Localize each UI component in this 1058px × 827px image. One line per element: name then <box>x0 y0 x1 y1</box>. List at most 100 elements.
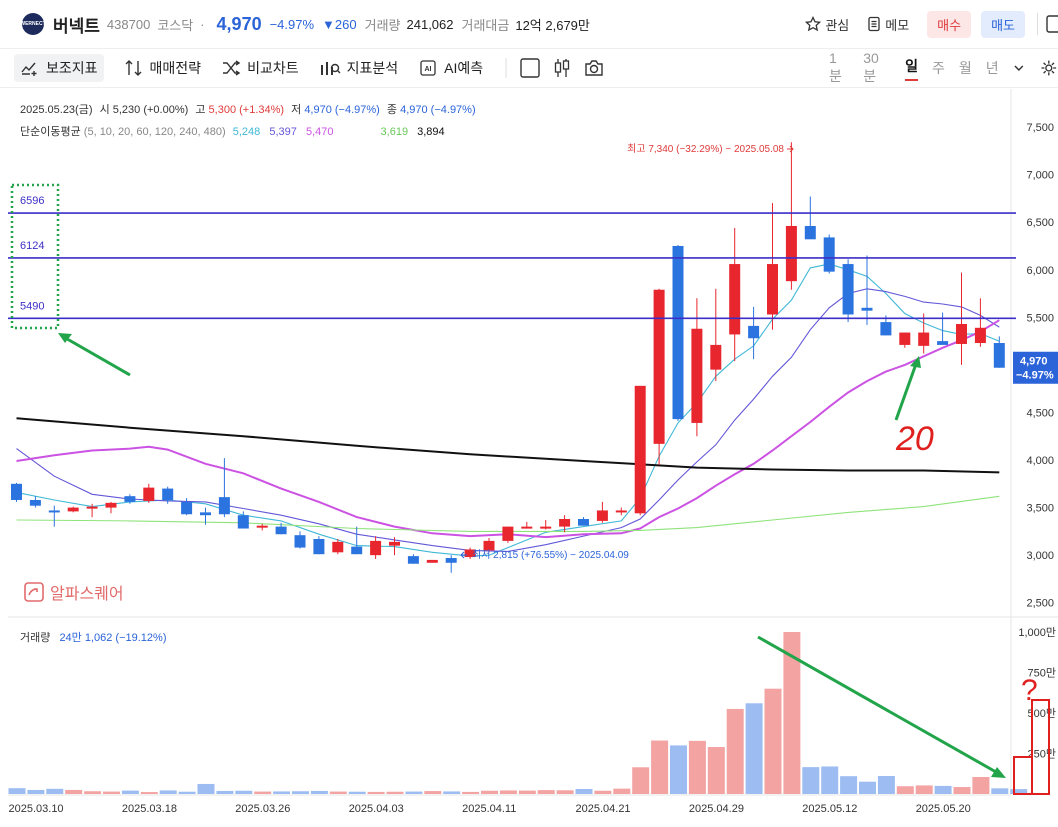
volume-bar <box>821 766 839 794</box>
candle-body <box>67 507 79 512</box>
analysis-button[interactable]: 지표분석 <box>319 58 399 78</box>
candle-body <box>332 541 344 553</box>
candle-body <box>294 535 306 548</box>
indicator-button[interactable]: 보조지표 <box>14 54 104 82</box>
period-day[interactable]: 일 <box>905 56 918 81</box>
candle-body <box>181 501 193 515</box>
volume-bar <box>443 791 461 794</box>
volume-info-label: 거래량 <box>20 632 51 644</box>
panel-icon[interactable] <box>1046 15 1058 33</box>
period-week[interactable]: 주 <box>931 60 945 76</box>
toolbar-divider <box>505 58 507 78</box>
volume-bar <box>802 767 820 794</box>
volume-bar <box>216 790 234 794</box>
volume-bar <box>556 790 574 794</box>
volume-bar <box>65 789 83 794</box>
chevron-down-icon[interactable] <box>1013 62 1025 74</box>
volume-bar <box>991 788 1009 794</box>
ai-button[interactable]: AI AI예측 <box>418 58 483 78</box>
strategy-label: 매매전략 <box>149 60 202 76</box>
candle-body <box>937 341 949 345</box>
high-label: 고 <box>195 104 206 116</box>
amount-label: 거래대금 <box>461 17 510 33</box>
green-arrow-left <box>58 333 131 377</box>
amount-value: 12억 2,679만 <box>515 17 590 33</box>
analysis-label: 지표분석 <box>346 60 399 76</box>
min-arrow-icon <box>460 551 467 559</box>
candle-body <box>48 510 60 513</box>
ma120-value: 3,894 <box>417 126 445 138</box>
period-30min[interactable]: 30분 <box>863 50 879 84</box>
candle-body <box>540 526 552 529</box>
volume-bar <box>1010 789 1028 794</box>
x-tick-label: 2025.03.18 <box>122 803 177 815</box>
ohlc-info: 2025.05.23(금) 시 5,230 (+0.00%) 고 5,300 (… <box>20 101 476 117</box>
watch-button[interactable]: 관심 <box>805 15 849 34</box>
candle-body <box>653 289 665 444</box>
volume-bar <box>462 791 480 794</box>
y-tick-label: 2,500 <box>1026 598 1054 610</box>
volume-bar <box>953 787 971 794</box>
y-tick-label: 7,500 <box>1026 122 1054 134</box>
stock-name[interactable]: 버넥트 <box>53 16 100 36</box>
y-tick-label: 5,500 <box>1026 312 1054 324</box>
ma-line-5 <box>16 263 1000 557</box>
sell-button[interactable]: 매도 <box>981 10 1025 38</box>
candle-body <box>389 541 400 546</box>
y-tick-label: 4,000 <box>1026 455 1054 467</box>
candle-body <box>200 512 211 516</box>
y-tick-label: 6,000 <box>1026 265 1054 277</box>
close-value: 4,970 (−4.97%) <box>400 104 476 116</box>
candlestick-icon[interactable] <box>551 57 573 79</box>
volume-bar <box>159 790 177 794</box>
candle-body <box>351 546 363 555</box>
candle-body <box>124 496 136 502</box>
volume-bar <box>537 790 555 794</box>
candle-body <box>578 519 589 526</box>
camera-icon[interactable] <box>583 57 605 79</box>
candle-body <box>899 332 911 345</box>
candle-body <box>218 497 230 515</box>
volume-bar <box>972 776 990 794</box>
volume-tick-label: 250만 <box>1028 748 1056 761</box>
stock-code: 438700 <box>106 16 151 32</box>
compare-button[interactable]: 비교차트 <box>221 58 299 78</box>
ma10-value: 5,397 <box>269 126 297 138</box>
volume-bar <box>121 790 139 794</box>
volume-bar <box>329 791 347 794</box>
strategy-button[interactable]: 매매전략 <box>124 58 202 78</box>
volume-bar <box>594 790 612 794</box>
header-dot: · <box>200 16 205 32</box>
candle-body <box>804 225 816 240</box>
square-icon[interactable] <box>519 57 541 79</box>
period-1min[interactable]: 1분 <box>829 50 842 84</box>
candle-body <box>842 264 854 315</box>
volume-bar <box>840 776 858 794</box>
change-amount: ▼260 <box>322 16 357 32</box>
volume-bar <box>688 740 706 794</box>
volume-bar <box>178 791 196 794</box>
candle-body <box>502 526 514 541</box>
candle-body <box>313 538 325 555</box>
volume-bar <box>632 767 650 794</box>
candle-body <box>426 559 438 563</box>
period-year[interactable]: 년 <box>985 60 999 76</box>
candle-body <box>729 264 741 335</box>
gear-icon[interactable] <box>1040 59 1058 77</box>
period-month[interactable]: 월 <box>958 60 972 76</box>
buy-button[interactable]: 매수 <box>927 10 972 38</box>
candle-body <box>29 499 41 506</box>
x-tick-label: 2025.04.11 <box>462 803 516 815</box>
y-tick-label: 6,500 <box>1026 217 1054 229</box>
memo-button[interactable]: 메모 <box>867 15 909 34</box>
candle-body <box>521 526 533 529</box>
ai-label: AI예측 <box>444 60 484 76</box>
support-line-label: 6124 <box>20 240 44 252</box>
volume-bar <box>859 781 876 794</box>
candle-body <box>861 307 873 311</box>
volume-bar <box>575 788 593 794</box>
header-divider <box>1037 13 1038 35</box>
volume-bar <box>651 740 669 794</box>
volume-bar <box>783 632 801 794</box>
volume-value: 241,062 <box>406 16 454 32</box>
